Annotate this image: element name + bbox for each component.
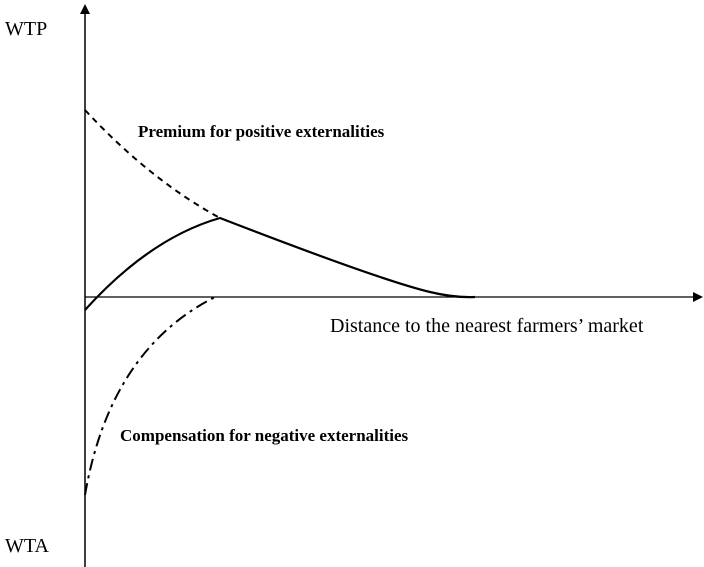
wta-label: WTA — [5, 535, 49, 557]
positive-annotation: Premium for positive externalities — [138, 122, 385, 141]
negative-annotation: Compensation for negative externalities — [120, 426, 409, 445]
wtp-label: WTP — [5, 18, 47, 40]
net-curve — [84, 216, 476, 311]
premium-curve — [84, 109, 221, 219]
compensation-curve — [84, 296, 216, 496]
x-axis-label: Distance to the nearest farmers’ market — [330, 315, 644, 337]
